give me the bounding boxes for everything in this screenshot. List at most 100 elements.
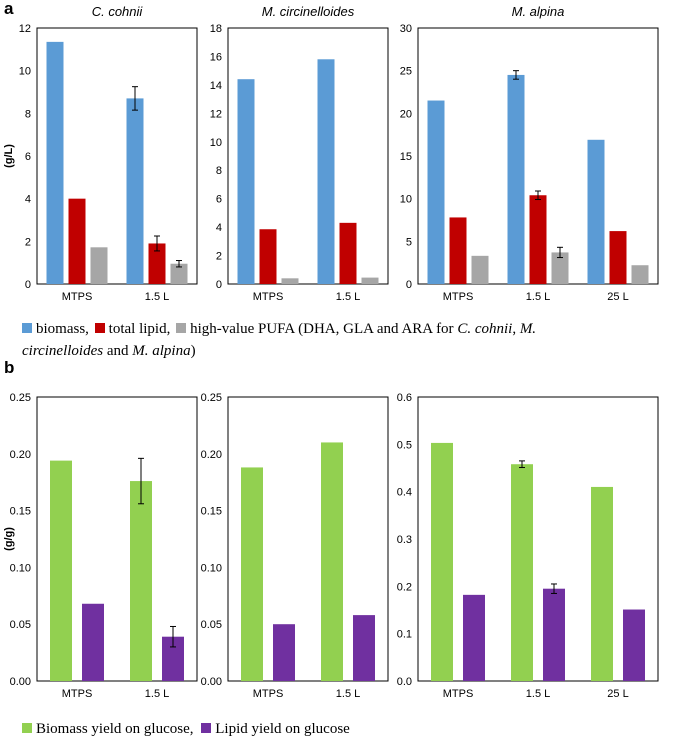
legend-swatch-lipid-yield <box>201 723 212 733</box>
chart-5: 0.00 0.05 0.10 0.15 0.20 0.25 MTPS 1.5 L <box>201 392 389 700</box>
y-tick-label: 10 <box>400 194 412 206</box>
bar-total-lipid <box>68 198 86 284</box>
x-tick-label: 1.5 L <box>526 688 550 700</box>
legend-swatch-biomass-yield <box>22 723 32 733</box>
legend-swatch-pufa <box>176 323 187 333</box>
x-tick-label: MTPS <box>253 688 284 700</box>
y-tick-label: 0 <box>216 279 222 291</box>
y-tick-label: 5 <box>406 236 412 248</box>
y-tick-label: 2 <box>25 236 31 248</box>
y-tick-label: 0 <box>406 279 412 291</box>
y-tick-label: 0.4 <box>397 487 412 499</box>
legend-label-lipid: total lipid, <box>108 321 171 337</box>
y-tick-label: 10 <box>19 66 31 78</box>
legend-label-pufa: high-value PUFA (DHA, GLA and ARA for <box>190 321 458 337</box>
x-tick-label: 1.5 L <box>336 291 360 303</box>
bar-lipid-yield-on-glucose <box>273 624 295 681</box>
legend-species-circinelloides-b: circinelloides <box>22 343 104 359</box>
bar-high-value-pufa <box>90 247 108 284</box>
legend-b: Biomass yield on glucose, Lipid yield on… <box>22 718 662 740</box>
bar-biomass-yield-on-glucose <box>241 467 263 681</box>
legend-species-cohnii: C. cohnii <box>457 321 513 337</box>
bar-biomass-yield-on-glucose <box>511 464 533 681</box>
bar-high-value-pufa <box>281 278 299 284</box>
plot-frame <box>227 27 389 285</box>
bar-biomass <box>317 59 335 285</box>
y-tick-label: 0.10 <box>10 562 31 574</box>
bar-total-lipid <box>259 229 277 284</box>
x-tick-label: 1.5 L <box>145 688 169 700</box>
bar-biomass-yield-on-glucose <box>130 481 152 681</box>
y-tick-label: 4 <box>216 222 222 234</box>
plot-frame <box>417 396 659 682</box>
y-tick-label: 12 <box>19 23 31 35</box>
bar-total-lipid <box>339 222 357 284</box>
panel-b-label: b <box>4 358 15 377</box>
legend-sep-1: , <box>512 321 520 337</box>
chart-title: C. cohnii <box>92 4 144 19</box>
bar-lipid-yield-on-glucose <box>82 603 104 681</box>
y-tick-label: 0 <box>25 279 31 291</box>
legend-label-biomass-yield: Biomass yield on glucose, <box>36 721 194 737</box>
legend-species-alpina: M. alpina <box>132 343 191 359</box>
y-tick-label: 10 <box>210 137 222 149</box>
legend-swatch-biomass <box>22 323 32 333</box>
legend-a: biomass, total lipid, high-value PUFA (D… <box>22 318 662 362</box>
bar-biomass-yield-on-glucose <box>321 442 343 681</box>
plot-frame <box>36 27 198 285</box>
legend-species-circinelloides-a: M. <box>519 321 537 337</box>
y-tick-label: 0.15 <box>10 506 31 518</box>
y-axis-label: (g/g) <box>3 527 15 551</box>
legend-suffix: ) <box>190 343 196 359</box>
x-tick-label: 1.5 L <box>336 688 360 700</box>
bar-biomass <box>507 74 525 284</box>
bar-lipid-yield-on-glucose <box>162 636 184 681</box>
bar-biomass-yield-on-glucose <box>591 486 613 681</box>
x-tick-label: 1.5 L <box>145 291 169 303</box>
y-tick-label: 4 <box>25 194 31 206</box>
y-tick-label: 0.00 <box>10 676 31 688</box>
bar-biomass-yield-on-glucose <box>50 460 72 681</box>
bar-lipid-yield-on-glucose <box>353 615 375 681</box>
chart-4: 0.00 0.05 0.10 0.15 0.20 0.25 (g/g) MTPS 1.5 L <box>3 392 198 700</box>
bar-lipid-yield-on-glucose <box>463 594 485 681</box>
legend-sep-2: and <box>103 343 133 359</box>
y-tick-label: 0.15 <box>201 506 222 518</box>
y-axis-label: (g/L) <box>3 144 15 168</box>
chart-6: 0.0 0.1 0.2 0.3 0.4 0.5 0.6 MTPS 1.5 L 25 L <box>397 392 659 700</box>
chart-title: M. alpina <box>512 4 565 19</box>
x-tick-label: MTPS <box>443 688 474 700</box>
bar-biomass <box>126 98 144 285</box>
y-tick-label: 0.20 <box>10 449 31 461</box>
y-tick-label: 0.0 <box>397 676 412 688</box>
plot-frame <box>36 396 198 682</box>
bar-total-lipid <box>449 217 467 284</box>
bar-high-value-pufa <box>631 265 649 284</box>
y-tick-label: 0.6 <box>397 392 412 404</box>
y-tick-label: 16 <box>210 51 222 63</box>
bar-high-value-pufa <box>551 252 569 284</box>
plot-frame <box>227 396 389 682</box>
y-tick-label: 0.05 <box>10 619 31 631</box>
chart-1: 0 2 4 6 8 10 12 C. cohnii (g/L) MTPS 1.5 L <box>3 4 198 303</box>
y-tick-label: 12 <box>210 108 222 120</box>
bar-biomass <box>237 79 255 284</box>
bar-high-value-pufa <box>361 277 379 284</box>
x-tick-label: 25 L <box>607 688 628 700</box>
bar-biomass <box>427 100 445 285</box>
x-tick-label: MTPS <box>62 291 93 303</box>
bar-total-lipid <box>148 243 166 284</box>
y-tick-label: 20 <box>400 108 412 120</box>
y-tick-label: 0.20 <box>201 449 222 461</box>
panel-a-label: a <box>4 0 14 18</box>
legend-swatch-lipid <box>94 323 105 333</box>
legend-label-lipid-yield: Lipid yield on glucose <box>215 721 350 737</box>
y-tick-label: 0.3 <box>397 534 412 546</box>
bar-biomass-yield-on-glucose <box>431 442 453 681</box>
y-tick-label: 0.1 <box>397 629 412 641</box>
x-tick-label: 1.5 L <box>526 291 550 303</box>
x-tick-label: MTPS <box>62 688 93 700</box>
y-tick-label: 6 <box>25 151 31 163</box>
y-tick-label: 14 <box>210 80 222 92</box>
